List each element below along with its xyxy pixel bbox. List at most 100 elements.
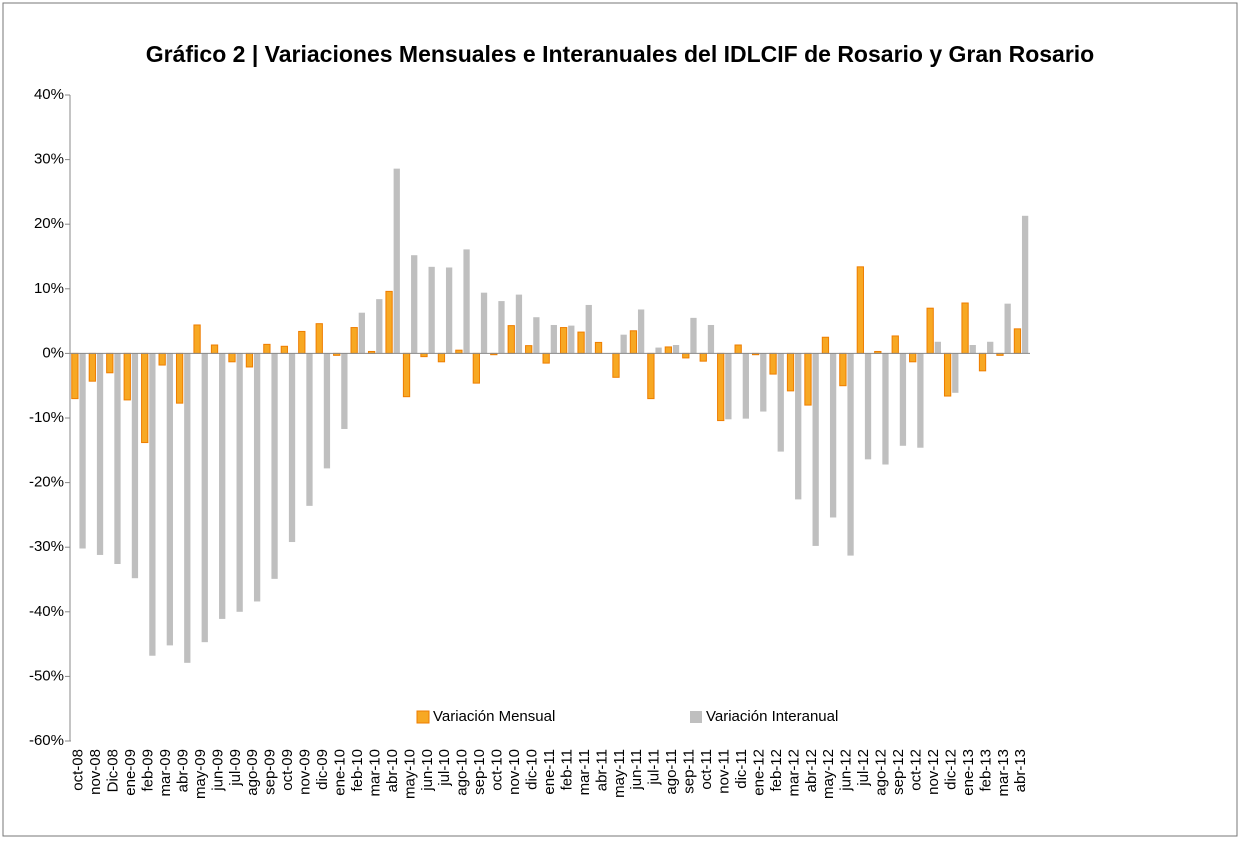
bar <box>175 352 184 404</box>
bar <box>158 352 166 366</box>
bar <box>245 352 254 368</box>
bar <box>114 353 121 564</box>
bar <box>620 334 627 354</box>
bar <box>1004 303 1011 354</box>
legend-swatch <box>416 710 430 724</box>
x-tick-label: ene-09 <box>122 749 139 796</box>
bar <box>280 345 288 354</box>
bar <box>847 353 854 556</box>
x-tick-label: nov-11 <box>716 749 733 794</box>
bar <box>253 353 261 602</box>
x-tick-label: oct-12 <box>908 749 925 791</box>
x-tick-label: may-10 <box>401 749 418 799</box>
bar <box>341 353 348 429</box>
x-tick-label: jun-10 <box>419 749 436 792</box>
x-tick-label: ene-13 <box>960 749 977 796</box>
legend-swatch <box>690 711 702 723</box>
x-tick-label: feb-09 <box>140 749 157 792</box>
bar <box>149 353 156 656</box>
x-tick-label: oct-08 <box>70 749 87 791</box>
bar <box>210 344 219 354</box>
x-tick-label: oct-10 <box>489 749 506 791</box>
bar <box>131 353 139 579</box>
y-tick-label: 30% <box>34 151 64 168</box>
bar <box>71 352 79 400</box>
bar <box>812 353 819 546</box>
bar <box>577 331 585 354</box>
y-tick-label: -50% <box>29 667 64 684</box>
bar <box>926 307 934 354</box>
y-tick-label: 10% <box>34 280 64 297</box>
bar <box>472 352 480 384</box>
x-tick-label: sep-10 <box>471 749 488 795</box>
bar <box>480 292 488 354</box>
x-tick-label: dic-11 <box>733 749 750 789</box>
bar <box>917 353 924 448</box>
x-tick-label: mar-12 <box>785 749 802 797</box>
bar <box>550 324 557 354</box>
x-tick-label: mar-11 <box>576 749 593 795</box>
y-tick-label: -40% <box>29 603 64 620</box>
bar <box>777 353 784 452</box>
bar <box>961 302 969 354</box>
x-tick-label: ago-12 <box>873 749 890 796</box>
bar <box>123 352 131 401</box>
x-tick-label: dic-10 <box>524 749 541 790</box>
x-tick-label: dic-12 <box>942 749 959 790</box>
bar <box>769 352 777 375</box>
x-tick-label: abr-12 <box>803 749 820 792</box>
bar <box>288 353 296 543</box>
bar <box>978 352 987 372</box>
x-tick-label: abr-10 <box>384 749 401 792</box>
x-tick-label: jul-11 <box>646 749 663 786</box>
x-tick-label: ene-10 <box>332 749 349 796</box>
x-tick-label: sep-11 <box>681 749 698 794</box>
bar <box>655 347 662 354</box>
bar <box>821 336 830 354</box>
bar <box>315 323 323 354</box>
x-tick-label: oct-09 <box>279 749 296 791</box>
bar <box>445 267 453 354</box>
y-tick-label: -20% <box>29 474 64 491</box>
bar <box>969 345 976 354</box>
bar <box>839 352 847 387</box>
bar <box>987 341 994 354</box>
x-tick-label: nov-08 <box>87 749 104 795</box>
bar <box>393 168 400 354</box>
x-tick-label: nov-10 <box>506 749 523 795</box>
bar <box>166 353 173 646</box>
bar <box>559 327 568 354</box>
x-tick-label: Dic-08 <box>105 749 122 792</box>
legend-label: Variación Mensual <box>433 708 555 725</box>
bar <box>542 352 550 364</box>
x-tick-label: ago-09 <box>244 749 261 796</box>
bar <box>271 353 278 579</box>
bar <box>952 353 959 393</box>
x-tick-label: ene-11 <box>541 749 558 795</box>
bar <box>1021 215 1029 354</box>
x-tick-label: ago-11 <box>663 749 680 795</box>
bar <box>219 353 226 619</box>
x-tick-label: feb-13 <box>977 749 994 792</box>
bar <box>79 353 86 549</box>
x-tick-label: sep-09 <box>262 749 279 795</box>
x-tick-label: mar-09 <box>157 749 174 797</box>
bar <box>96 353 104 555</box>
x-tick-label: feb-12 <box>768 749 785 792</box>
bar <box>934 341 941 354</box>
bar <box>193 324 201 354</box>
bar <box>804 352 812 406</box>
bar <box>690 317 697 354</box>
x-tick-label: jul-10 <box>436 749 453 787</box>
bar <box>376 299 383 354</box>
x-tick-label: ene-12 <box>750 749 767 796</box>
x-tick-label: jun-12 <box>838 749 855 792</box>
bar <box>699 352 707 362</box>
bar <box>585 304 592 354</box>
bar <box>507 325 515 354</box>
bar <box>856 266 864 354</box>
x-tick-label: abr-09 <box>174 749 191 792</box>
chart-title: Gráfico 2 | Variaciones Mensuales e Inte… <box>146 41 1094 67</box>
bar <box>236 353 243 612</box>
